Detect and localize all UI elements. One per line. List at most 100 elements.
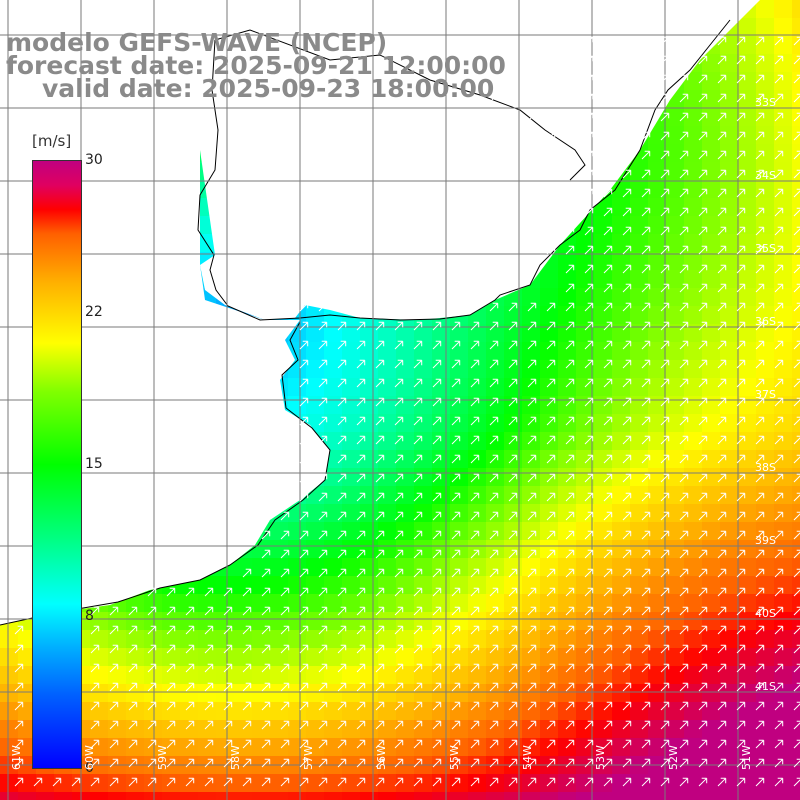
wind-cell bbox=[378, 522, 397, 541]
wind-arrow bbox=[508, 55, 518, 65]
wind-arrow bbox=[793, 777, 800, 787]
wind-arrow bbox=[356, 321, 366, 331]
wind-arrow bbox=[527, 74, 537, 84]
wind-cell bbox=[774, 684, 793, 703]
wind-cell bbox=[504, 594, 523, 613]
wind-cell bbox=[684, 324, 703, 343]
wind-arrow bbox=[489, 454, 499, 464]
wind-cell bbox=[360, 792, 379, 800]
wind-cell bbox=[378, 630, 397, 649]
wind-cell bbox=[648, 630, 667, 649]
wind-cell bbox=[234, 594, 253, 613]
wind-cell bbox=[738, 18, 757, 37]
wind-arrow bbox=[394, 454, 404, 464]
wind-cell bbox=[612, 774, 631, 793]
wind-cell bbox=[594, 522, 613, 541]
wind-cell bbox=[720, 540, 739, 559]
wind-arrow bbox=[451, 568, 461, 578]
wind-arrow bbox=[356, 511, 366, 521]
wind-cell bbox=[504, 396, 523, 415]
wind-arrow bbox=[223, 625, 233, 635]
wind-cell bbox=[594, 738, 613, 757]
wind-cell bbox=[558, 306, 577, 325]
wind-cell bbox=[594, 450, 613, 469]
wind-cell bbox=[180, 684, 199, 703]
wind-arrow bbox=[717, 758, 727, 768]
wind-arrow bbox=[337, 549, 347, 559]
wind-cell bbox=[450, 666, 469, 685]
wind-cell bbox=[630, 252, 649, 271]
wind-cell bbox=[270, 684, 289, 703]
wind-arrow bbox=[432, 454, 442, 464]
wind-arrow bbox=[356, 758, 366, 768]
wind-arrow bbox=[375, 758, 385, 768]
wind-arrow bbox=[318, 435, 328, 445]
wind-cell bbox=[342, 432, 361, 451]
wind-cell bbox=[576, 684, 595, 703]
wind-cell bbox=[324, 684, 343, 703]
wind-cell bbox=[630, 612, 649, 631]
wind-arrow bbox=[489, 720, 499, 730]
wind-cell bbox=[216, 774, 235, 793]
wind-cell bbox=[414, 792, 433, 800]
wind-arrow bbox=[736, 682, 746, 692]
wind-cell bbox=[540, 612, 559, 631]
wind-cell bbox=[738, 198, 757, 217]
wind-arrow bbox=[432, 644, 442, 654]
wind-arrow bbox=[299, 359, 309, 369]
wind-cell bbox=[774, 522, 793, 541]
wind-arrow bbox=[774, 359, 784, 369]
wind-cell bbox=[684, 198, 703, 217]
wind-cell bbox=[522, 774, 541, 793]
wind-arrow bbox=[90, 625, 100, 635]
wind-arrow bbox=[584, 131, 594, 141]
wind-cell bbox=[504, 738, 523, 757]
wind-cell bbox=[720, 720, 739, 739]
wind-arrow bbox=[451, 701, 461, 711]
wind-cell bbox=[270, 630, 289, 649]
wind-cell bbox=[360, 324, 379, 343]
wind-arrow bbox=[470, 340, 480, 350]
wind-cell bbox=[234, 576, 253, 595]
wind-cell bbox=[666, 684, 685, 703]
wind-arrow bbox=[698, 568, 708, 578]
wind-arrow bbox=[736, 625, 746, 635]
wind-arrow bbox=[128, 739, 138, 749]
wind-cell bbox=[486, 702, 505, 721]
wind-arrow bbox=[147, 682, 157, 692]
wind-arrow bbox=[242, 720, 252, 730]
wind-arrow bbox=[736, 739, 746, 749]
wind-arrow bbox=[774, 587, 784, 597]
wind-arrow bbox=[774, 207, 784, 217]
wind-cell bbox=[306, 360, 325, 379]
wind-arrow bbox=[356, 682, 366, 692]
wind-cell bbox=[522, 630, 541, 649]
wind-cell bbox=[702, 270, 721, 289]
wind-cell bbox=[396, 432, 415, 451]
colorbar-tick-8: 8 bbox=[85, 608, 94, 624]
wind-arrow bbox=[90, 777, 100, 787]
wind-arrow bbox=[242, 625, 252, 635]
wind-arrow bbox=[280, 663, 290, 673]
wind-arrow bbox=[318, 302, 328, 312]
wind-arrow bbox=[793, 587, 800, 597]
wind-arrow bbox=[546, 36, 556, 46]
wind-arrow bbox=[717, 131, 727, 141]
wind-arrow bbox=[299, 720, 309, 730]
wind-cell bbox=[666, 108, 685, 127]
wind-arrow bbox=[128, 587, 138, 597]
wind-arrow bbox=[432, 473, 442, 483]
wind-cell bbox=[468, 576, 487, 595]
wind-cell bbox=[648, 504, 667, 523]
wind-cell bbox=[738, 540, 757, 559]
wind-cell bbox=[612, 216, 631, 235]
wind-cell bbox=[414, 324, 433, 343]
wind-cell bbox=[558, 738, 577, 757]
wind-arrow bbox=[565, 55, 575, 65]
wind-arrow bbox=[793, 549, 800, 559]
wind-cell bbox=[720, 396, 739, 415]
wind-arrow bbox=[242, 644, 252, 654]
wind-cell bbox=[648, 198, 667, 217]
wind-cell bbox=[108, 738, 127, 757]
wind-arrow bbox=[755, 606, 765, 616]
